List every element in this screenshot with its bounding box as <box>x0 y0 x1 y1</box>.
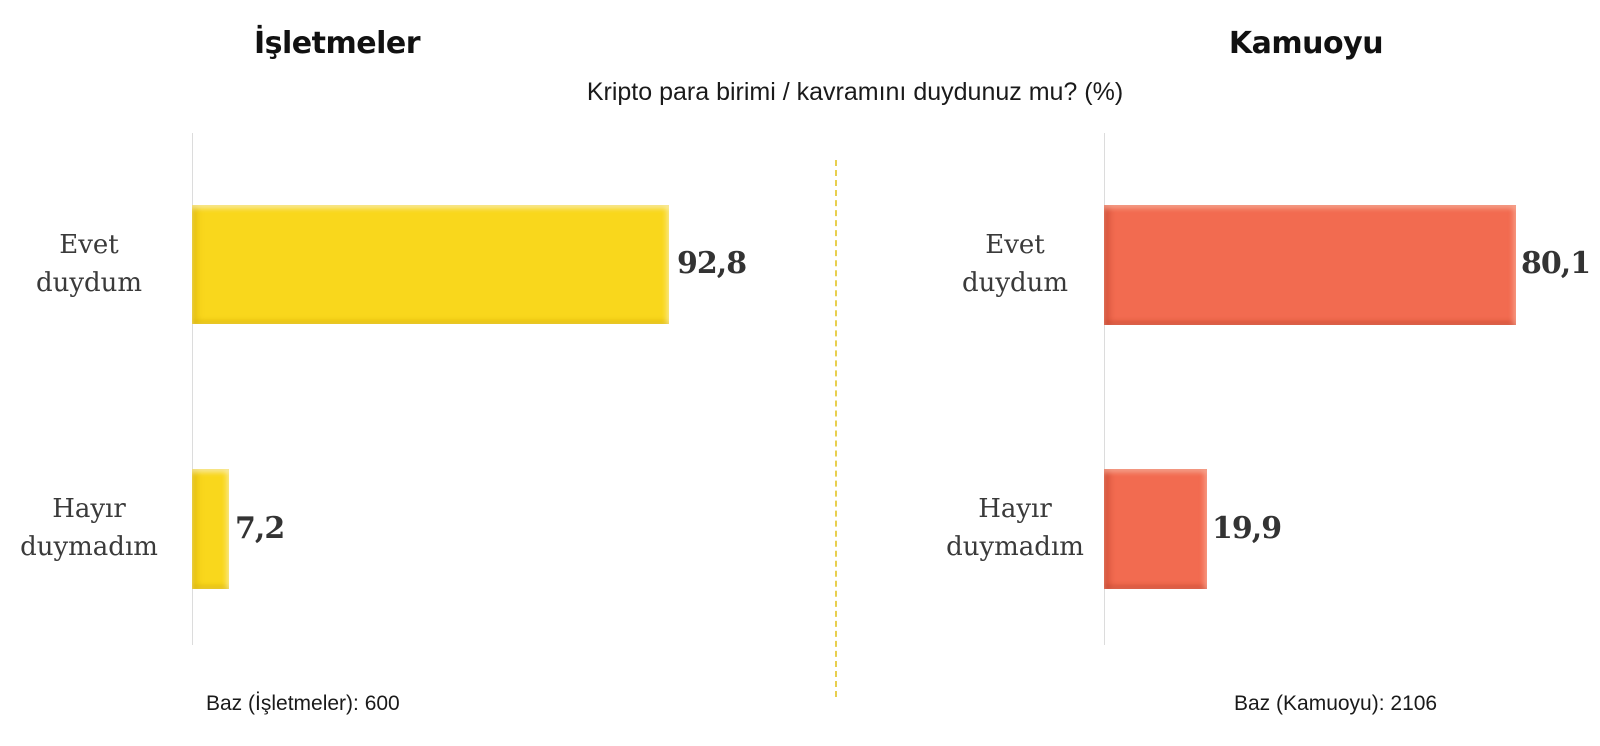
category-label-line: duymadım <box>946 532 1084 562</box>
category-label: Hayır duymadım <box>4 490 174 566</box>
category-label-line: duydum <box>35 268 143 298</box>
category-label-line: duydum <box>961 268 1069 298</box>
value-label: 92,8 <box>677 246 747 281</box>
panel-title-kamuoyu: Kamuoyu <box>1228 26 1384 61</box>
category-label-line: Hayır <box>52 494 126 524</box>
category-label-line: Hayır <box>978 494 1052 524</box>
bar-evet-isletmeler <box>192 205 669 324</box>
base-note: Baz (Kamuoyu): 2106 <box>1234 692 1438 715</box>
panel-title-isletmeler: İşletmeler <box>253 26 421 61</box>
base-note: Baz (İşletmeler): 600 <box>206 692 400 715</box>
bar-hayir-isletmeler <box>192 469 229 589</box>
value-label: 19,9 <box>1212 511 1282 546</box>
bar-hayir-kamuoyu <box>1104 469 1207 589</box>
category-label-line: Evet <box>59 230 119 260</box>
category-label-line: Evet <box>985 230 1045 260</box>
category-axis <box>1104 133 1105 645</box>
value-label: 7,2 <box>235 511 285 546</box>
category-label-line: duymadım <box>20 532 158 562</box>
chart-question: Kripto para birimi / kavramını duydunuz … <box>586 78 1124 106</box>
panel-divider <box>835 160 837 697</box>
value-label: 80,1 <box>1521 246 1591 281</box>
category-label: Evet duydum <box>4 226 174 302</box>
category-axis <box>192 133 193 645</box>
bar-evet-kamuoyu <box>1104 205 1516 325</box>
category-label: Evet duydum <box>930 226 1100 302</box>
category-label: Hayır duymadım <box>930 490 1100 566</box>
